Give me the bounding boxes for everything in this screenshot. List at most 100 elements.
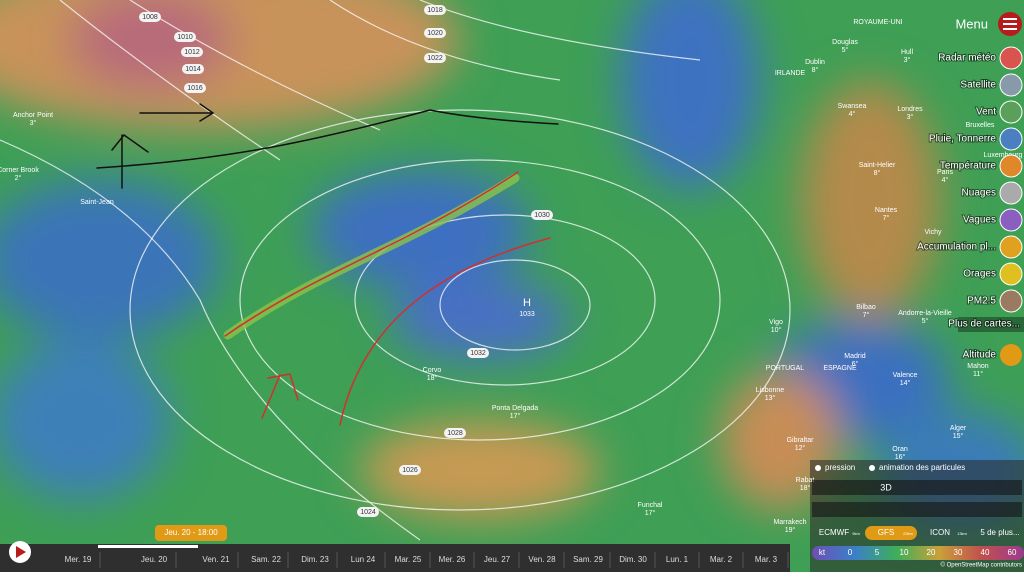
model-name[interactable]: GFS xyxy=(878,528,894,537)
layer-icon[interactable] xyxy=(999,154,1023,178)
place-temp: 12° xyxy=(795,444,806,452)
place-name: Ponta Delgada xyxy=(492,405,538,412)
place-temp: 4° xyxy=(942,176,949,184)
day-label[interactable]: Lun. 1 xyxy=(666,555,689,564)
place-name: Rabat xyxy=(796,477,815,484)
layer-label[interactable]: Accumulation pl... xyxy=(916,241,997,254)
isobar-label: 1016 xyxy=(187,85,203,92)
legend-unit: kt xyxy=(819,548,826,557)
layer-label[interactable]: Nuages xyxy=(961,187,997,200)
isobar-tag xyxy=(357,507,379,517)
layer-icon[interactable] xyxy=(999,208,1023,232)
place-temp: 17° xyxy=(645,509,656,517)
day-label[interactable]: Mar. 2 xyxy=(710,555,733,564)
day-label[interactable]: Ven. 28 xyxy=(528,555,556,564)
model-res: 9km xyxy=(852,531,860,536)
altitude-label[interactable]: Altitude xyxy=(962,349,998,362)
toggle-label[interactable]: pression xyxy=(825,463,855,472)
play-icon xyxy=(16,546,26,558)
place-temp: 4° xyxy=(849,110,856,118)
place-name: Anchor Point xyxy=(13,112,53,119)
more-models[interactable]: 5 de plus... xyxy=(980,528,1019,537)
layer-icon[interactable] xyxy=(999,73,1023,97)
isobar-label: 1024 xyxy=(360,509,376,516)
layer-label[interactable]: Pluie, Tonnerre xyxy=(928,133,998,146)
altitude-icon[interactable] xyxy=(1000,344,1022,366)
isobar-tag xyxy=(174,32,196,42)
day-label[interactable]: Sam. 29 xyxy=(573,555,603,564)
place-name: ROYAUME-UNI xyxy=(853,19,902,26)
layer-label[interactable]: Orages xyxy=(962,268,997,281)
place-temp: 3° xyxy=(904,56,911,64)
isobar-tag xyxy=(139,12,161,22)
layer-label[interactable]: PM2.5 xyxy=(966,295,997,308)
isobar-tag xyxy=(182,64,204,74)
day-label[interactable]: Mer. 19 xyxy=(65,555,92,564)
layer-icon[interactable] xyxy=(999,262,1023,286)
day-label[interactable]: Lun 24 xyxy=(351,555,376,564)
day-label[interactable]: Sam. 22 xyxy=(251,555,281,564)
place-temp: 3° xyxy=(30,119,37,127)
place-name: Lisbonne xyxy=(756,387,785,394)
toggle-label[interactable]: animation des particules xyxy=(879,463,965,472)
layer-icon[interactable] xyxy=(999,100,1023,124)
legend-stop: 30 xyxy=(954,548,963,557)
view-3d[interactable]: 3D xyxy=(880,482,892,492)
layer-label[interactable]: Vent xyxy=(975,106,997,119)
place-name: Mahon xyxy=(967,363,989,370)
place-temp: 5° xyxy=(922,317,929,325)
menu-title[interactable]: Menu xyxy=(955,16,988,31)
model-res: 13km xyxy=(957,531,967,536)
model-name[interactable]: ICON xyxy=(930,528,950,537)
layer-icon[interactable] xyxy=(999,46,1023,70)
day-label[interactable]: Jeu. 27 xyxy=(484,555,511,564)
legend-stop: 40 xyxy=(981,548,990,557)
day-label[interactable]: Ven. 21 xyxy=(202,555,230,564)
isobar-label: 1020 xyxy=(427,30,443,37)
isobar-tag xyxy=(424,53,446,63)
place-temp: 16° xyxy=(895,453,906,461)
isobar-label: 1012 xyxy=(184,49,200,56)
isobar-label: 1014 xyxy=(185,66,201,73)
isobar-label: 1010 xyxy=(177,34,193,41)
day-label[interactable]: Mar. 3 xyxy=(755,555,778,564)
progress xyxy=(98,545,198,548)
place-name: Douglas xyxy=(832,39,858,46)
isobar-tag xyxy=(399,465,421,475)
layer-label[interactable]: Température xyxy=(939,160,998,173)
place-name: Dublin xyxy=(805,59,825,66)
day-label[interactable]: Mar. 25 xyxy=(395,555,422,564)
toggle[interactable] xyxy=(815,465,821,471)
day-label[interactable]: Dim. 23 xyxy=(301,555,329,564)
place-name: Funchal xyxy=(638,502,663,509)
place-temp: 7° xyxy=(883,214,890,222)
layer-icon[interactable] xyxy=(999,289,1023,313)
layer-icon[interactable] xyxy=(999,235,1023,259)
place-name: Paris xyxy=(937,169,953,176)
layer-icon[interactable] xyxy=(999,181,1023,205)
model-name[interactable]: ECMWF xyxy=(819,528,849,537)
isobar-label: 1032 xyxy=(470,350,486,357)
toolbar xyxy=(812,480,1022,495)
day-label[interactable]: Jeu. 20 xyxy=(141,555,168,564)
more-maps[interactable]: Plus de cartes... xyxy=(947,318,1021,331)
layer-icon[interactable] xyxy=(999,127,1023,151)
time-bubble[interactable] xyxy=(155,525,227,541)
place-name: Bilbao xyxy=(856,304,876,311)
place-name: Andorre-la-Vieille xyxy=(898,310,952,317)
legend-stop: 10 xyxy=(900,548,909,557)
layer-label[interactable]: Radar météo xyxy=(937,52,997,65)
place-temp: 19° xyxy=(785,526,796,534)
layer-label[interactable]: Vagues xyxy=(962,214,997,227)
place-name: Gibraltar xyxy=(787,437,815,444)
place-name: ESPAGNE xyxy=(823,365,857,372)
legend-stop: 5 xyxy=(875,548,880,557)
layer-label[interactable]: Satellite xyxy=(959,79,997,92)
toolbar xyxy=(812,502,1022,517)
day-label[interactable]: Dim. 30 xyxy=(619,555,647,564)
day-label[interactable]: Mer. 26 xyxy=(439,555,466,564)
place-temp: 8° xyxy=(812,66,819,74)
model-active xyxy=(865,526,917,540)
toggle[interactable] xyxy=(869,465,875,471)
place-temp: 11° xyxy=(973,370,983,378)
